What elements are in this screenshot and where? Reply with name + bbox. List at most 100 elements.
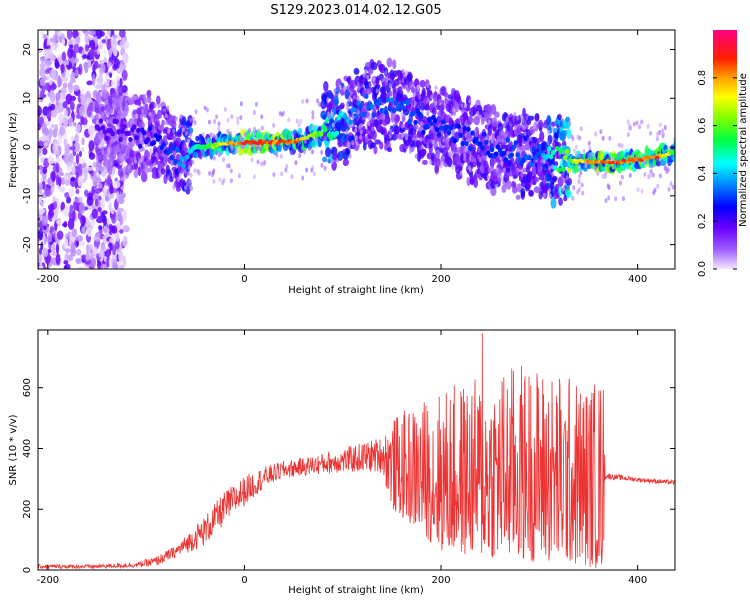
heatmap-cell	[106, 38, 111, 51]
heatmap-cell	[72, 201, 78, 211]
heatmap-cell	[497, 147, 503, 153]
heatmap-cell	[123, 41, 130, 49]
heatmap-cell	[208, 170, 212, 176]
heatmap-cell	[96, 166, 104, 172]
heatmap-cell	[395, 114, 401, 123]
heatmap-cell	[120, 128, 125, 134]
heatmap-cell	[76, 240, 80, 247]
heatmap-cell	[388, 83, 392, 89]
heatmap-cell	[96, 126, 102, 132]
heatmap-cell	[102, 226, 110, 234]
heatmap-cell	[61, 38, 66, 47]
heatmap-cell	[489, 146, 495, 153]
heatmap-cell	[565, 116, 571, 123]
heatmap-cell	[67, 218, 75, 230]
heatmap-cell	[177, 160, 182, 166]
heatmap-cell	[490, 138, 494, 144]
colorbar-tick-label: 0.4	[697, 165, 708, 181]
heatmap-cell	[104, 135, 110, 141]
x-tick-label: 0	[241, 575, 247, 586]
heatmap-cell	[235, 148, 239, 154]
heatmap-cell	[293, 140, 298, 144]
heatmap-cell	[63, 260, 69, 265]
heatmap-cell	[185, 181, 189, 187]
heatmap-cell	[458, 132, 463, 138]
heatmap-cell	[171, 145, 176, 151]
heatmap-cell	[118, 102, 122, 108]
heatmap-cell	[364, 68, 368, 74]
heatmap-cell	[438, 125, 444, 131]
heatmap-cell	[109, 184, 114, 195]
heatmap-cell	[38, 253, 42, 264]
heatmap-cell	[172, 129, 176, 135]
heatmap-cell	[431, 139, 435, 145]
heatmap-cell	[78, 241, 86, 247]
heatmap-cell	[158, 172, 162, 178]
heatmap-cell	[186, 171, 190, 177]
heatmap-cell	[260, 114, 264, 120]
heatmap-cell	[525, 159, 529, 165]
heatmap-cell	[307, 146, 311, 152]
heatmap-cell	[665, 168, 669, 174]
heatmap-cell	[592, 152, 596, 158]
heatmap-cell	[478, 157, 482, 163]
heatmap-cell	[172, 184, 176, 190]
spectrogram-panel: -200 0 200 400 -20 -10 0 10 20 Height of straig…	[8, 29, 676, 296]
heatmap-cell	[556, 167, 562, 173]
heatmap-cell	[406, 88, 410, 94]
heatmap-cell	[466, 176, 471, 187]
heatmap-cell	[38, 123, 41, 131]
heatmap-cell	[67, 48, 74, 59]
heatmap-cell	[599, 129, 603, 135]
heatmap-cell	[49, 127, 53, 139]
heatmap-cell	[388, 90, 393, 97]
heatmap-cell	[626, 132, 630, 138]
heatmap-cell	[71, 210, 76, 222]
heatmap-cell	[100, 63, 106, 74]
figure-title: S129.2023.014.02.12.G05	[270, 3, 441, 18]
heatmap-cell	[580, 182, 584, 188]
heatmap-cell	[496, 135, 500, 141]
heatmap-cell	[257, 128, 261, 134]
heatmap-cell	[557, 176, 564, 187]
heatmap-cell	[60, 63, 65, 74]
heatmap-cell	[42, 147, 48, 156]
heatmap-cell	[397, 86, 403, 92]
heatmap-cell	[110, 207, 115, 215]
snr-x-ticks: -200 0 200 400	[36, 330, 647, 586]
heatmap-cell	[558, 148, 564, 154]
heatmap-cell	[562, 155, 568, 161]
heatmap-cell	[499, 174, 503, 180]
heatmap-cell	[65, 248, 71, 253]
heatmap-cell	[344, 88, 350, 100]
snr-y-axis-label: SNR (10 * v/v)	[8, 414, 19, 485]
heatmap-cell	[62, 76, 68, 83]
heatmap-cell	[73, 43, 80, 54]
heatmap-cell	[78, 202, 86, 214]
heatmap-cell	[96, 30, 103, 40]
heatmap-cell	[290, 174, 294, 180]
heatmap-cell	[426, 110, 430, 116]
heatmap-cell	[44, 82, 50, 91]
heatmap-cell	[432, 117, 438, 124]
y-tick-label: 0	[22, 567, 33, 573]
heatmap-cell	[520, 123, 524, 129]
heatmap-cell	[571, 136, 575, 142]
heatmap-cell	[128, 136, 133, 143]
heatmap-cell	[443, 92, 449, 98]
heatmap-cell	[311, 124, 315, 130]
heatmap-cell	[38, 265, 44, 269]
heatmap-cell	[110, 39, 117, 49]
heatmap-cell	[109, 156, 113, 162]
heatmap-cell	[648, 172, 652, 178]
x-tick-label: 200	[431, 575, 450, 586]
heatmap-cell	[170, 120, 177, 129]
heatmap-cell	[669, 181, 673, 187]
heatmap-cell	[140, 108, 144, 114]
heatmap-cell	[297, 127, 303, 135]
heatmap-cell	[218, 177, 222, 183]
heatmap-cell	[515, 194, 521, 200]
heatmap-cell	[402, 73, 406, 79]
heatmap-cell	[72, 161, 76, 167]
heatmap-cell	[38, 228, 44, 241]
